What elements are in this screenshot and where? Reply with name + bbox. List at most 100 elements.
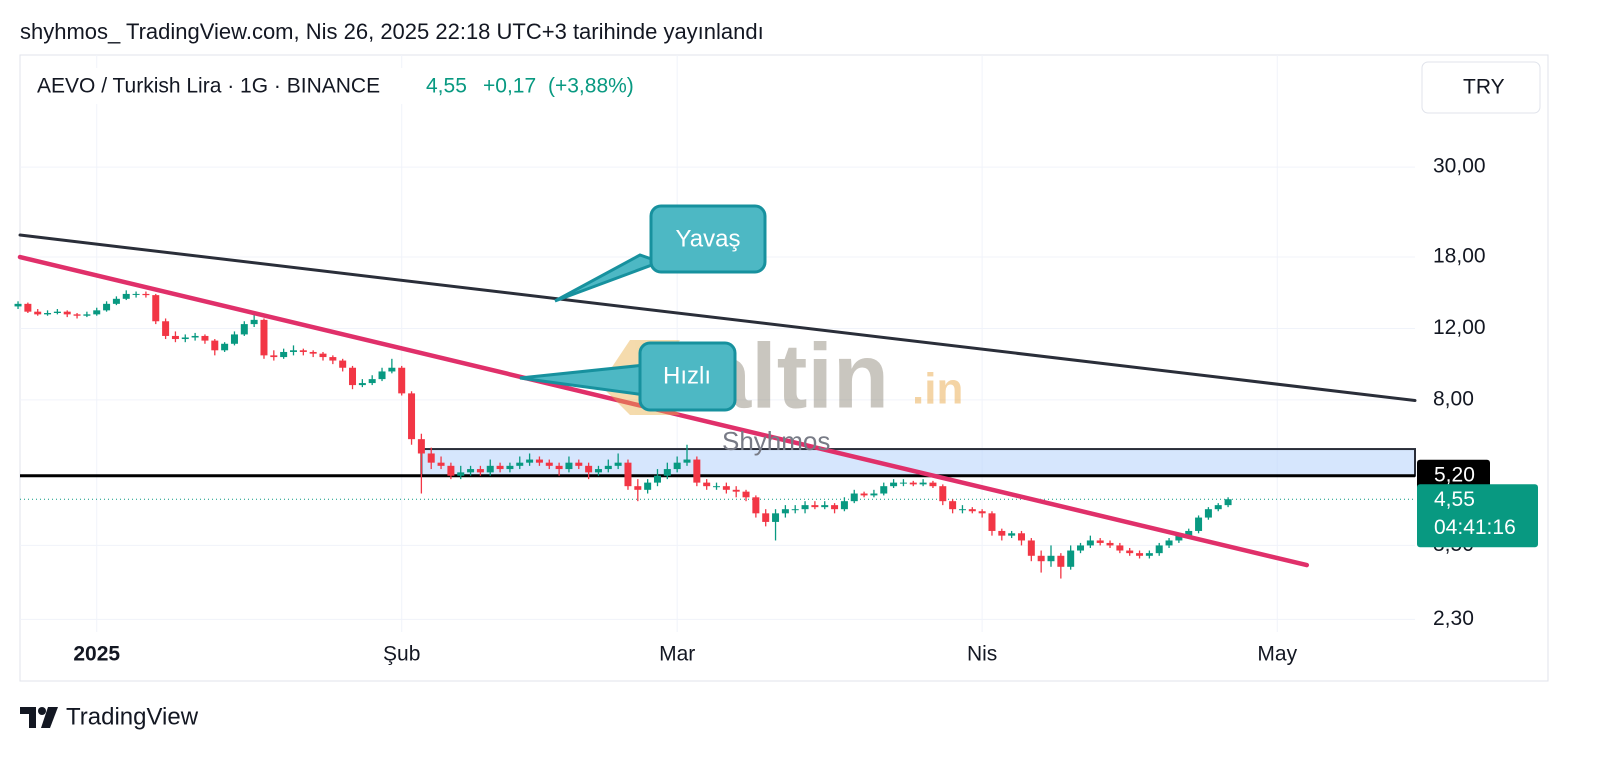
candle-body: [398, 367, 406, 394]
tradingview-logo: [20, 707, 58, 728]
candle-body: [388, 367, 396, 372]
level-tag-label: 5,20: [1434, 463, 1475, 486]
candle-body: [860, 493, 868, 496]
candle-body: [44, 313, 52, 315]
candle-body: [1037, 555, 1045, 562]
candle-body: [840, 501, 848, 510]
candle-body: [742, 491, 750, 498]
last-price-tag-label: 4,55: [1434, 488, 1475, 511]
candle-body: [250, 319, 258, 325]
callout-box: [649, 204, 767, 274]
candle-body: [1155, 545, 1163, 554]
x-tick-label: Nis: [967, 643, 997, 666]
x-tick-label: May: [1257, 643, 1297, 666]
candle-body: [486, 465, 494, 473]
candle-body: [1224, 499, 1232, 506]
candle-body: [624, 462, 632, 487]
candle-body: [53, 311, 61, 314]
candle-body: [614, 462, 622, 466]
y-tick-label: 30,00: [1433, 155, 1486, 178]
candle-body: [299, 350, 307, 352]
candle-body: [240, 324, 248, 335]
symbol-title: AEVO / Turkish Lira · 1G · BINANCE: [37, 75, 380, 98]
callout-text: Yavaş: [676, 225, 741, 252]
candle-body: [850, 493, 858, 502]
legend-bg: [28, 68, 658, 104]
candle-body: [132, 293, 140, 295]
candle-body: [1175, 535, 1183, 541]
candle-body: [437, 462, 445, 466]
candle-body: [899, 482, 907, 484]
candle-body: [1086, 540, 1094, 546]
currency: TRY: [1463, 76, 1505, 99]
candle-body: [594, 469, 602, 473]
candle-body: [201, 335, 209, 341]
candle-body: [476, 469, 484, 473]
candle-body: [329, 357, 337, 361]
candle-body: [949, 501, 957, 510]
price-change: +0,17: [483, 75, 536, 98]
callout: Yavaş: [554, 204, 767, 303]
candle-body: [821, 505, 829, 508]
watermark-author: Shyhmos: [722, 426, 830, 456]
candle-body: [181, 337, 189, 340]
candle-body: [939, 486, 947, 502]
candle-body: [693, 459, 701, 483]
candle-body: [152, 295, 160, 322]
candle-body: [103, 303, 111, 311]
candle-body: [34, 311, 42, 315]
candle-body: [1067, 550, 1075, 567]
candle-body: [1214, 505, 1222, 510]
candle-body: [565, 462, 573, 470]
candle-body: [457, 472, 465, 476]
candle-body: [83, 314, 91, 316]
candle-body: [1204, 509, 1212, 518]
candle-body: [24, 303, 32, 312]
candle-body: [998, 530, 1006, 536]
x-tick-label: 2025: [73, 643, 120, 666]
candle-body: [713, 486, 721, 488]
candle-body: [870, 493, 878, 496]
candle-body: [1185, 530, 1193, 536]
currency-button[interactable]: [1421, 61, 1541, 114]
candle-body: [368, 379, 376, 384]
candle-body: [1057, 555, 1065, 567]
candle-body: [122, 293, 130, 299]
candle-body: [211, 340, 219, 351]
candle-body: [1027, 540, 1035, 556]
candle-body: [191, 335, 199, 338]
candle-body: [73, 314, 81, 316]
callout: Hızlı: [519, 341, 737, 412]
y-tick-label: 12,00: [1433, 316, 1486, 339]
last-price-tag: [1417, 484, 1538, 548]
candle-body: [1136, 553, 1144, 556]
level-tag: [1417, 459, 1490, 492]
x-tick-label: Şub: [383, 643, 420, 666]
candle-body: [1096, 540, 1104, 543]
candle-body: [890, 482, 898, 487]
candle-body: [575, 462, 583, 466]
last-price: 4,55: [426, 75, 467, 98]
candle-body: [535, 459, 543, 463]
candle-body: [319, 353, 327, 358]
candle-body: [801, 505, 809, 510]
y-tick-label: 18,00: [1433, 245, 1486, 268]
callout-text: Hızlı: [663, 362, 711, 389]
candle-body: [978, 511, 986, 514]
candle-body: [1195, 517, 1203, 531]
candle-body: [1145, 553, 1153, 556]
candle-body: [142, 293, 150, 296]
x-tick-label: Mar: [659, 643, 695, 666]
price-change-pct: (+3,88%): [548, 75, 634, 98]
callout-box: [638, 341, 737, 412]
candle-body: [653, 475, 661, 483]
candle-body: [496, 465, 504, 470]
candle-body: [417, 439, 425, 454]
candle-body: [752, 497, 760, 514]
candle-body: [683, 459, 691, 463]
candle-body: [339, 360, 347, 368]
candle-body: [909, 482, 917, 485]
candle-body: [270, 355, 278, 358]
publish-header: shyhmos_ TradingView.com, Nis 26, 2025 2…: [20, 19, 764, 44]
candle-body: [260, 319, 268, 356]
